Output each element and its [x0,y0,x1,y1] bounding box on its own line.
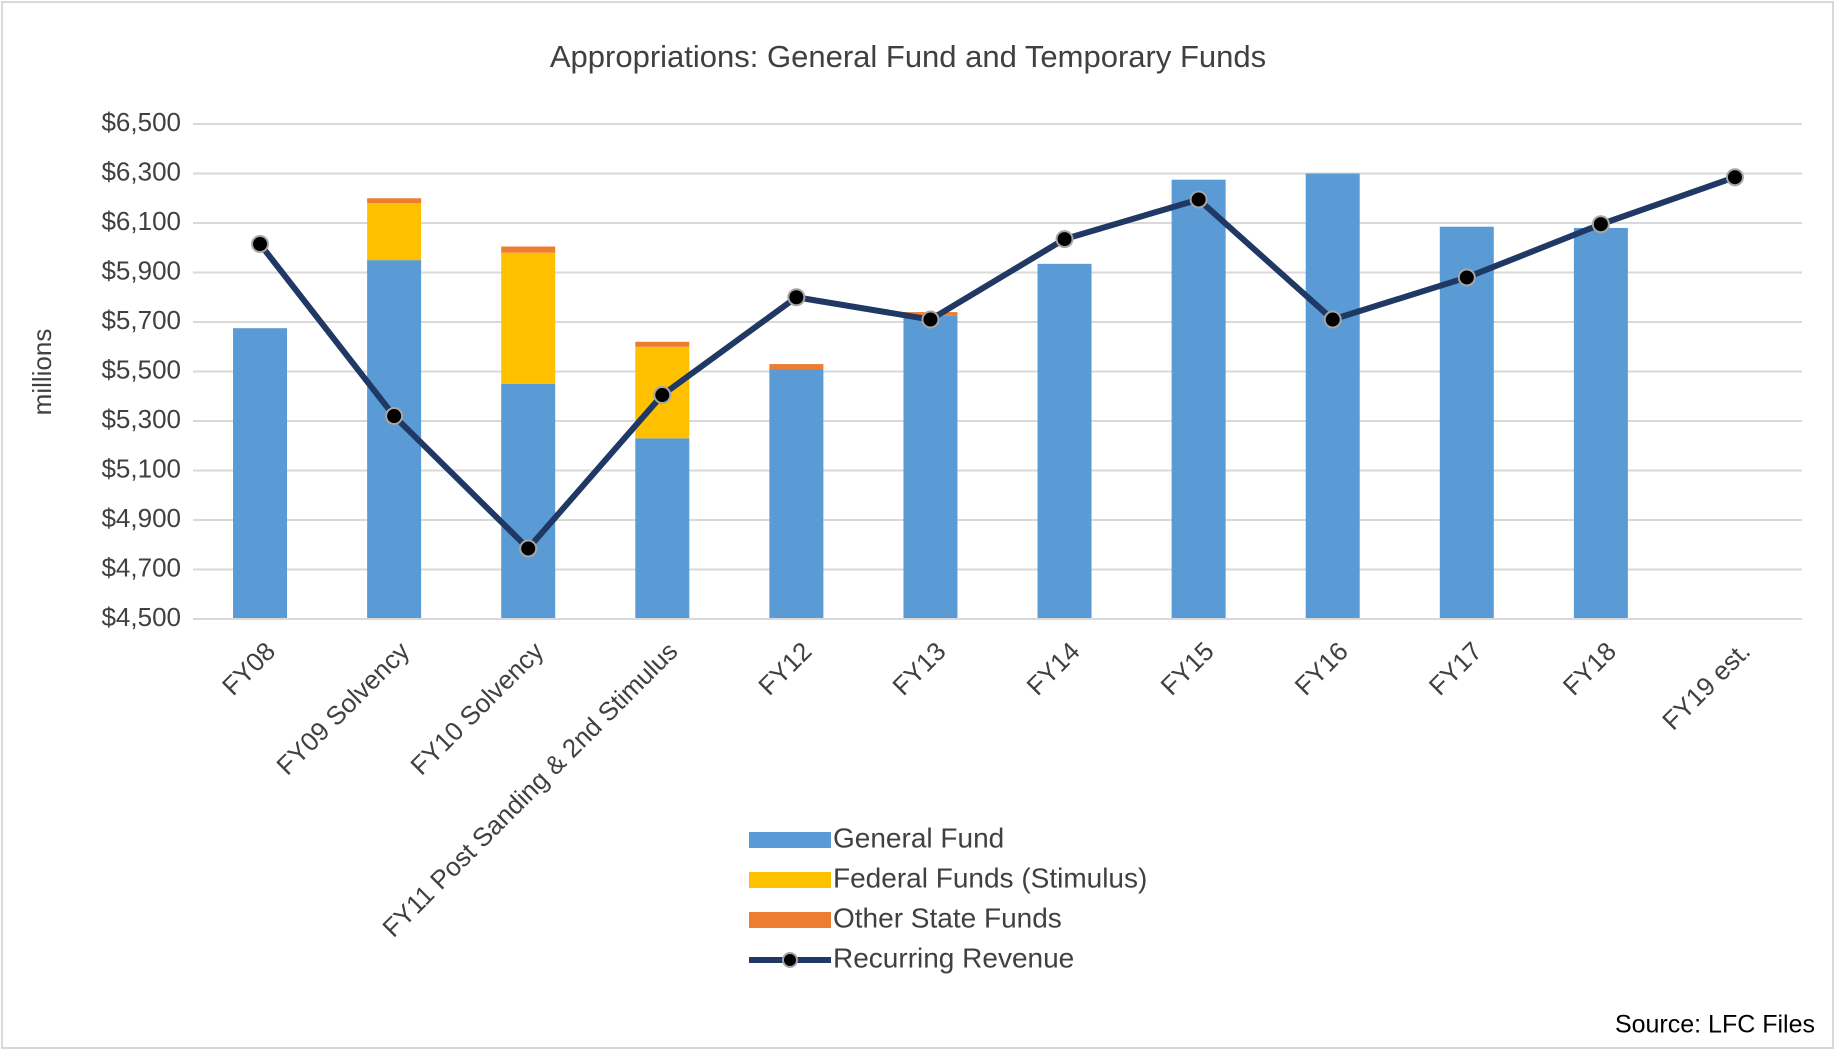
line-marker [1323,310,1342,329]
line-marker [519,539,538,558]
bar-segment [501,252,556,384]
legend-marker [782,952,798,968]
bar-segment [233,328,288,619]
bar-segment [1573,227,1628,619]
bar-segment [367,198,422,204]
bar-segment [635,341,690,347]
line-marker [385,407,404,426]
line-marker [921,310,940,329]
legend-swatch [749,872,831,888]
y-tick-label: $6,300 [101,156,181,186]
bar-segment [1171,179,1226,619]
y-tick-label: $5,100 [101,453,181,483]
legend-swatch [749,912,831,928]
y-tick-label: $5,300 [101,404,181,434]
bar-segment [635,438,690,619]
line-marker [251,235,270,254]
chart-title: Appropriations: General Fund and Tempora… [550,39,1266,74]
y-tick-label: $4,500 [101,602,181,632]
legend-label: Other State Funds [833,902,1062,933]
bar-segment [367,203,422,261]
bar-segment [769,369,824,619]
y-tick-label: $6,500 [101,107,181,137]
y-tick-label: $4,700 [101,552,181,582]
source-note: Source: LFC Files [1615,1011,1815,1039]
bar-segment [501,383,556,619]
line-marker [1055,230,1074,249]
line-marker [1591,215,1610,234]
line-marker [1725,168,1744,187]
legend-label: Recurring Revenue [833,942,1074,973]
bar-segment [501,246,556,253]
bar-segment [1305,173,1360,619]
y-tick-label: $5,500 [101,354,181,384]
bar-segment [1037,263,1092,619]
bar-segment [1439,226,1494,619]
y-tick-label: $4,900 [101,503,181,533]
line-marker [1189,190,1208,209]
line-marker [1457,268,1476,287]
legend-swatch [749,832,831,848]
legend-label: General Fund [833,822,1004,853]
line-series [257,174,1736,552]
y-tick-label: $5,900 [101,255,181,285]
bar-segment [903,315,958,619]
bar-segment [367,260,422,619]
y-tick-label: $5,700 [101,305,181,335]
y-axis-label: millions [27,329,57,416]
legend-label: Federal Funds (Stimulus) [833,862,1147,893]
bar-segment [769,364,824,370]
line-marker [787,288,806,307]
y-tick-label: $6,100 [101,206,181,236]
line-marker [653,386,672,405]
